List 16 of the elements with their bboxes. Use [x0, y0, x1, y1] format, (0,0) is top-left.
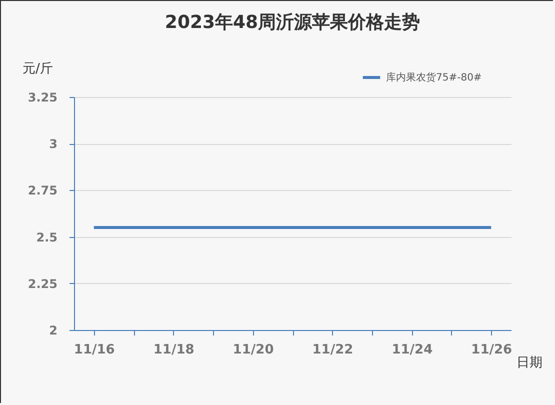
x-tick-label: 11/18	[153, 342, 194, 358]
x-axis-title: 日期	[516, 356, 542, 370]
y-tick-label: 2.25	[28, 276, 58, 291]
y-tick-label: 2.5	[36, 230, 58, 244]
x-tick-label: 11/26	[471, 342, 512, 358]
legend-label: 库内果农货75#-80#	[386, 72, 482, 84]
y-tick-label: 2.75	[28, 184, 58, 198]
x-tick-label: 11/22	[312, 342, 354, 358]
x-tick-label: 11/16	[74, 342, 115, 358]
chart-title: 2023年48周沂源苹果价格走势	[164, 12, 420, 33]
y-tick-label: 2	[49, 324, 58, 338]
y-axis-title: 元/斤	[22, 62, 53, 76]
y-tick-label: 3	[49, 137, 58, 152]
x-tick-label: 11/24	[392, 342, 433, 358]
x-tick-label: 11/20	[232, 342, 274, 358]
y-tick-label: 3.25	[28, 90, 58, 104]
